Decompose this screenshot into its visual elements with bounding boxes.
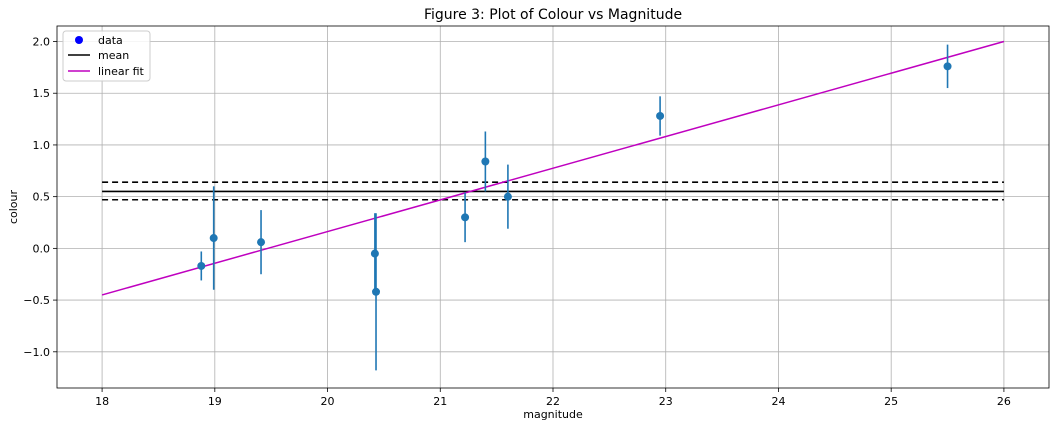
y-tick-label: 1.0 (33, 139, 51, 152)
linear-fit (101, 40, 1005, 296)
x-tick-label: 22 (546, 395, 560, 408)
data-point (209, 234, 218, 243)
data-point (481, 157, 490, 166)
mean-lines (102, 181, 1004, 201)
legend-label-data: data (98, 34, 123, 47)
y-tick-label: 0.0 (33, 242, 51, 255)
y-axis-title: colour (7, 189, 20, 224)
x-tick-label: 24 (771, 395, 785, 408)
x-tick-label: 19 (208, 395, 222, 408)
y-tick-label: 1.5 (33, 87, 51, 100)
x-tick-label: 26 (997, 395, 1011, 408)
x-axis-ticks: 18 19 20 21 22 23 24 25 26 (95, 388, 1011, 408)
data-point (197, 261, 206, 270)
x-tick-label: 23 (659, 395, 673, 408)
x-tick-label: 18 (95, 395, 109, 408)
legend-data-marker (75, 36, 83, 44)
chart-title: Figure 3: Plot of Colour vs Magnitude (424, 7, 682, 23)
data-points (197, 44, 952, 371)
y-tick-label: 2.0 (33, 36, 51, 49)
legend-label-linear-fit: linear fit (98, 65, 145, 78)
x-tick-label: 21 (433, 395, 447, 408)
data-point (257, 238, 266, 247)
data-point (943, 62, 952, 71)
data-point (503, 192, 512, 201)
y-tick-label: −1.0 (23, 346, 50, 359)
linear-fit-line (101, 40, 1005, 296)
grid (57, 26, 1049, 388)
y-tick-label: 0.5 (33, 191, 51, 204)
x-tick-label: 25 (884, 395, 898, 408)
data-point (372, 287, 381, 296)
y-tick-label: −0.5 (23, 294, 50, 307)
data-point (656, 111, 665, 120)
x-tick-label: 20 (321, 395, 335, 408)
data-point (461, 213, 470, 222)
legend-box (62, 30, 151, 82)
legend: data mean linear fit (62, 30, 151, 82)
x-axis-title: magnitude (523, 408, 583, 421)
legend-label-mean: mean (98, 49, 129, 62)
y-axis-ticks: −1.0 −0.5 0.0 0.5 1.0 1.5 2.0 (23, 36, 57, 359)
data-point (370, 249, 379, 258)
